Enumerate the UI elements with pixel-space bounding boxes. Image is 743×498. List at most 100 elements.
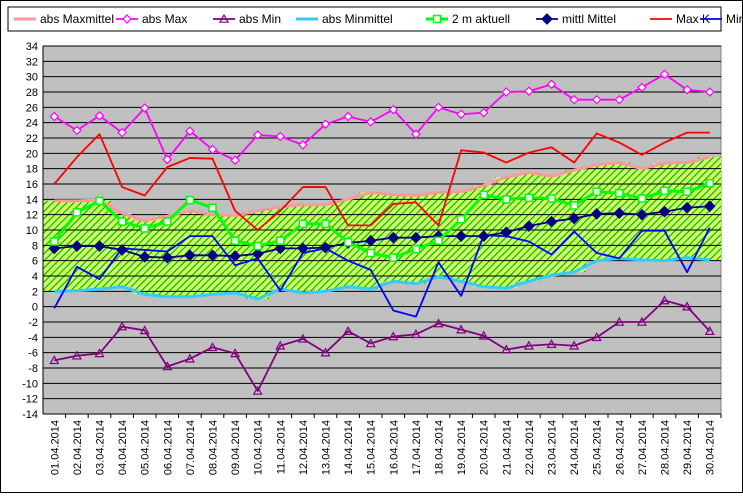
y-tick-label: 24 xyxy=(26,118,38,130)
data-point xyxy=(162,361,173,371)
data-point xyxy=(410,231,422,244)
y-tick-label: 10 xyxy=(26,225,38,237)
data-point xyxy=(614,316,625,326)
data-point xyxy=(590,208,603,220)
data-point xyxy=(500,226,513,239)
data-point xyxy=(546,338,557,349)
series-abs-min xyxy=(49,295,715,395)
series-mittl-mittel xyxy=(48,200,716,264)
x-tick-label: 03.04.2014 xyxy=(95,420,107,475)
series-abs-max xyxy=(49,69,715,166)
data-point xyxy=(614,94,625,105)
x-tick-label: 24.04.2014 xyxy=(569,420,581,475)
data-point xyxy=(297,333,308,343)
data-point xyxy=(208,203,217,213)
data-point xyxy=(48,242,61,255)
data-point xyxy=(569,340,580,350)
data-point xyxy=(343,238,353,247)
y-tick-label: 26 xyxy=(26,102,38,114)
data-point xyxy=(569,94,579,105)
series-line xyxy=(54,155,711,223)
data-point xyxy=(321,219,330,229)
data-point xyxy=(387,231,400,244)
data-point xyxy=(568,212,580,225)
y-tick-label: 34 xyxy=(26,41,38,53)
data-point xyxy=(343,111,353,122)
data-point xyxy=(365,338,376,348)
data-point xyxy=(297,242,309,255)
data-point xyxy=(592,187,601,196)
data-point xyxy=(547,194,556,203)
data-point xyxy=(501,344,512,354)
data-point xyxy=(95,196,104,206)
y-tick-label: 16 xyxy=(26,179,38,191)
data-point xyxy=(71,350,82,360)
data-point xyxy=(682,301,693,311)
x-axis-tick-labels: 01.04.2014 02.04.2014 03.04.2014 04.04.2014… xyxy=(49,420,716,475)
data-point xyxy=(252,385,263,395)
series-2-m-aktuell xyxy=(50,178,714,262)
data-point xyxy=(546,79,557,90)
data-point xyxy=(432,14,442,24)
y-tick-label: -14 xyxy=(22,409,38,421)
x-tick-label: 15.04.2014 xyxy=(366,420,378,475)
data-point xyxy=(411,244,421,254)
legend-label: abs Min xyxy=(239,12,281,26)
data-point xyxy=(162,154,173,165)
data-point xyxy=(72,125,82,136)
data-point xyxy=(388,104,399,115)
series-abs-maxmittel xyxy=(54,155,711,223)
legend-label: mittl Mittel xyxy=(562,12,616,26)
data-point xyxy=(455,230,467,242)
x-tick-label: 08.04.2014 xyxy=(208,420,220,475)
data-point xyxy=(319,241,332,254)
data-point xyxy=(230,236,240,245)
data-point xyxy=(388,331,399,341)
data-point xyxy=(660,186,669,196)
data-point xyxy=(591,332,602,342)
y-tick-label: 2 xyxy=(32,286,38,298)
data-point xyxy=(49,111,60,122)
data-point xyxy=(116,244,128,256)
data-point xyxy=(523,220,535,233)
data-point xyxy=(637,194,647,203)
data-point xyxy=(343,325,354,335)
data-point xyxy=(49,355,60,365)
data-point xyxy=(140,224,149,233)
y-tick-label: -4 xyxy=(28,332,38,344)
data-point xyxy=(275,131,286,142)
data-point xyxy=(207,342,218,352)
x-tick-label: 28.04.2014 xyxy=(660,420,672,475)
data-point xyxy=(541,13,553,25)
data-point xyxy=(161,251,174,264)
data-point xyxy=(117,127,127,138)
data-point xyxy=(230,155,240,166)
y-tick-label: -10 xyxy=(22,378,38,390)
legend: abs Maxmittel abs Max abs Min abs Minmittel… xyxy=(7,6,743,32)
data-point xyxy=(207,144,218,155)
y-tick-label: -12 xyxy=(22,394,38,406)
legend-label: abs Max xyxy=(142,12,187,26)
data-point xyxy=(229,250,241,262)
x-tick-label: 05.04.2014 xyxy=(140,420,152,475)
x-tick-label: 21.04.2014 xyxy=(501,420,513,475)
series-lines xyxy=(48,69,716,395)
data-point xyxy=(636,316,647,326)
x-tick-label: 09.04.2014 xyxy=(230,420,242,475)
data-point xyxy=(681,201,693,214)
gridlines xyxy=(42,45,722,418)
y-tick-label: 32 xyxy=(26,56,38,68)
legend-label: abs Minmittel xyxy=(322,12,393,26)
data-point xyxy=(658,205,671,218)
x-tick-label: 23.04.2014 xyxy=(547,420,559,475)
data-point xyxy=(569,201,579,210)
data-point xyxy=(456,324,467,334)
series-abs-minmittel xyxy=(54,256,710,301)
y-tick-label: 4 xyxy=(32,271,38,283)
x-tick-label: 29.04.2014 xyxy=(682,420,694,475)
series-line xyxy=(54,299,711,392)
data-point xyxy=(636,208,648,221)
data-point xyxy=(117,321,128,331)
data-point xyxy=(364,234,377,247)
legend-label: Max K xyxy=(676,12,710,26)
